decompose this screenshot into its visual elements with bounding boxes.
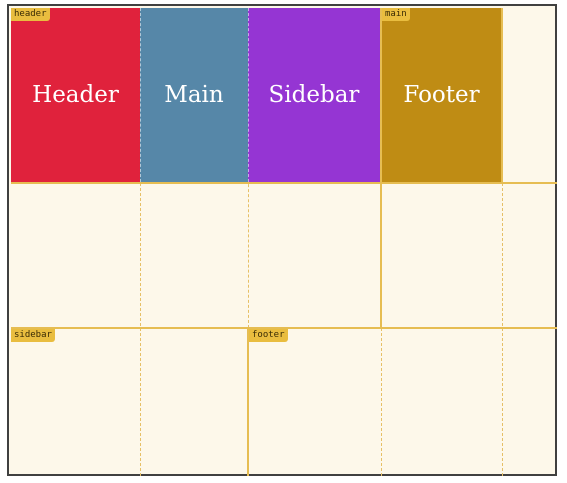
grid-line-col-5 (501, 8, 503, 183)
grid-item-main-label: Main (164, 82, 224, 108)
grid-canvas: Header Main Sidebar Footer header main s… (11, 8, 557, 476)
grid-line-col-5-lower (502, 183, 503, 476)
area-tag-header: header (11, 8, 50, 21)
area-tag-sidebar: sidebar (11, 329, 55, 342)
grid-item-sidebar-label: Sidebar (268, 82, 360, 108)
grid-item-sidebar: Sidebar (248, 8, 380, 182)
grid-item-header: Header (11, 8, 140, 182)
grid-item-main: Main (140, 8, 248, 182)
grid-line-col-3 (247, 328, 249, 476)
grid-item-footer-label: Footer (403, 82, 480, 108)
grid-item-footer: Footer (382, 8, 501, 182)
area-tag-footer: footer (249, 329, 288, 342)
grid-line-row-2 (11, 182, 557, 184)
grid-line-col-4-lower (381, 328, 382, 476)
area-tag-main: main (382, 8, 410, 21)
grid-container: Header Main Sidebar Footer header main s… (7, 4, 557, 476)
grid-item-header-label: Header (32, 82, 119, 108)
